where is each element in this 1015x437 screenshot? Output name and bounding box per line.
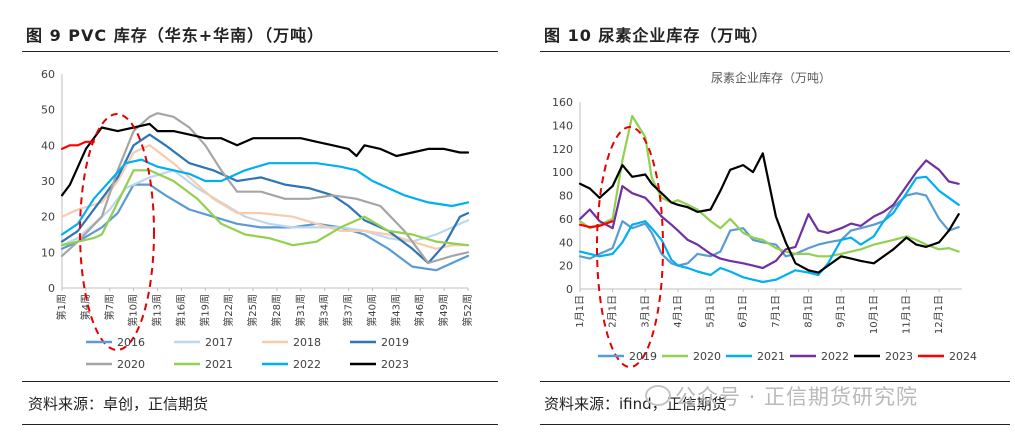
x-tick-label: 2月1日 — [607, 295, 619, 328]
series-line-2020 — [60, 112, 470, 265]
x-tick-label: 6月1日 — [737, 295, 749, 328]
right-chart: 尿素企业库存（万吨） 0 20 40 60 80 100 120 140 160 1月1日 2月1日 3… — [552, 70, 977, 368]
watermark: 公众号 · 正信期货研究院 — [645, 381, 918, 411]
y-tick-label: 60 — [559, 213, 573, 226]
x-tick-label: 3月1日 — [639, 295, 651, 328]
legend-label-2023: 2023 — [381, 358, 409, 371]
x-tick-label: 9月1日 — [835, 295, 847, 328]
y-tick-label: 40 — [559, 236, 573, 249]
x-tick-label: 第22周 — [222, 294, 235, 327]
x-tick-label: 10月1日 — [868, 295, 880, 334]
x-tick-label: 4月1日 — [672, 295, 684, 328]
legend-label-2024: 2024 — [949, 350, 977, 363]
left-mid-rule — [22, 381, 498, 382]
watermark-text: 公众号 · 正信期货研究院 — [675, 385, 919, 409]
right-chart-panel: 图 10 尿素企业库存（万吨） 尿素企业库存（万吨） 0 20 40 60 80 100 12… — [508, 0, 1015, 437]
x-tick-label: 11月1日 — [900, 295, 912, 334]
right-source: 资料来源：ifind，正信期货 — [544, 395, 727, 413]
x-tick-label: 第7周 — [103, 294, 116, 320]
x-tick-label: 第1周 — [55, 294, 68, 320]
legend-label-2020: 2020 — [693, 350, 721, 363]
y-tick-label: 0 — [48, 282, 55, 295]
series-line-2023 — [578, 152, 960, 274]
legend-label-2021: 2021 — [757, 350, 785, 363]
x-tick-label: 12月1日 — [933, 295, 945, 334]
x-tick-label: 第34周 — [318, 294, 331, 327]
series-line-2021 — [60, 169, 470, 247]
x-tick-label: 第25周 — [246, 294, 259, 327]
y-tick-label: 100 — [552, 166, 573, 179]
y-tick-label: 0 — [566, 283, 573, 296]
legend-label-2022: 2022 — [821, 350, 849, 363]
highlight-ellipse — [79, 113, 155, 351]
x-tick-label: 第43周 — [389, 294, 402, 327]
left-top-rule — [22, 51, 498, 52]
x-tick-label: 第10周 — [127, 294, 140, 327]
left-source: 资料来源：卓创，正信期货 — [28, 395, 209, 413]
x-tick-label: 第16周 — [174, 294, 187, 327]
y-tick-label: 50 — [41, 104, 55, 117]
y-tick-label: 20 — [559, 260, 573, 273]
left-bottom-rule — [22, 424, 498, 425]
legend-label-2018: 2018 — [293, 336, 321, 349]
x-tick-label: 7月1日 — [770, 295, 782, 328]
legend-label-2021: 2021 — [205, 358, 233, 371]
series-line-2019 — [60, 133, 470, 265]
x-tick-label: 第40周 — [365, 294, 378, 327]
y-tick-label: 120 — [552, 143, 573, 156]
y-tick-label: 40 — [41, 139, 55, 152]
x-tick-label: 1月1日 — [574, 295, 586, 328]
right-bottom-rule — [540, 424, 1010, 425]
right-top-rule — [540, 51, 1010, 52]
y-tick-label: 140 — [552, 119, 573, 132]
legend-label-2017: 2017 — [205, 336, 233, 349]
series-line-2022 — [578, 159, 960, 270]
chart-inner-title: 尿素企业库存（万吨） — [711, 70, 831, 85]
x-tick-label: 第13周 — [151, 294, 164, 327]
y-tick-label: 20 — [41, 211, 55, 224]
wechat-icon — [645, 385, 671, 406]
series-line-2016 — [60, 183, 470, 272]
x-tick-label: 第28周 — [270, 294, 283, 327]
legend-label-2016: 2016 — [117, 336, 145, 349]
series-line-2019 — [578, 192, 960, 267]
legend-label-2019: 2019 — [381, 336, 409, 349]
series-line-2023 — [60, 122, 470, 197]
series-line-2022 — [60, 158, 470, 236]
series-line-2024 — [578, 220, 614, 229]
x-tick-label: 第52周 — [461, 294, 474, 327]
x-tick-label: 8月1日 — [803, 295, 815, 328]
series-line-2018 — [60, 144, 470, 250]
y-tick-label: 160 — [552, 96, 573, 109]
series-line-2021 — [578, 175, 960, 284]
legend-label-2023: 2023 — [885, 350, 913, 363]
left-chart-title: 图 9 PVC 库存（华东+华南）（万吨） — [26, 26, 325, 45]
right-mid-rule — [540, 381, 1010, 382]
x-tick-label: 第46周 — [413, 294, 426, 327]
legend-label-2020: 2020 — [117, 358, 145, 371]
y-tick-label: 80 — [559, 190, 573, 203]
series-line-2024 — [60, 140, 95, 151]
series-line-2020 — [578, 114, 960, 258]
y-tick-label: 60 — [41, 68, 55, 81]
y-tick-label: 30 — [41, 175, 55, 188]
left-chart-panel: 图 9 PVC 库存（华东+华南）（万吨） 0 10 20 30 40 50 60 第1周 第4… — [0, 0, 507, 437]
right-chart-title: 图 10 尿素企业库存（万吨） — [544, 26, 769, 45]
y-tick-label: 10 — [41, 246, 55, 259]
legend-label-2019: 2019 — [629, 350, 657, 363]
x-tick-label: 第31周 — [294, 294, 307, 327]
legend-label-2022: 2022 — [293, 358, 321, 371]
x-tick-label: 第37周 — [342, 294, 355, 327]
highlight-ellipse — [596, 126, 664, 368]
x-tick-label: 第4周 — [79, 294, 92, 320]
x-tick-label: 5月1日 — [705, 295, 717, 328]
x-tick-label: 第19周 — [198, 294, 211, 327]
x-tick-label: 第49周 — [437, 294, 450, 327]
